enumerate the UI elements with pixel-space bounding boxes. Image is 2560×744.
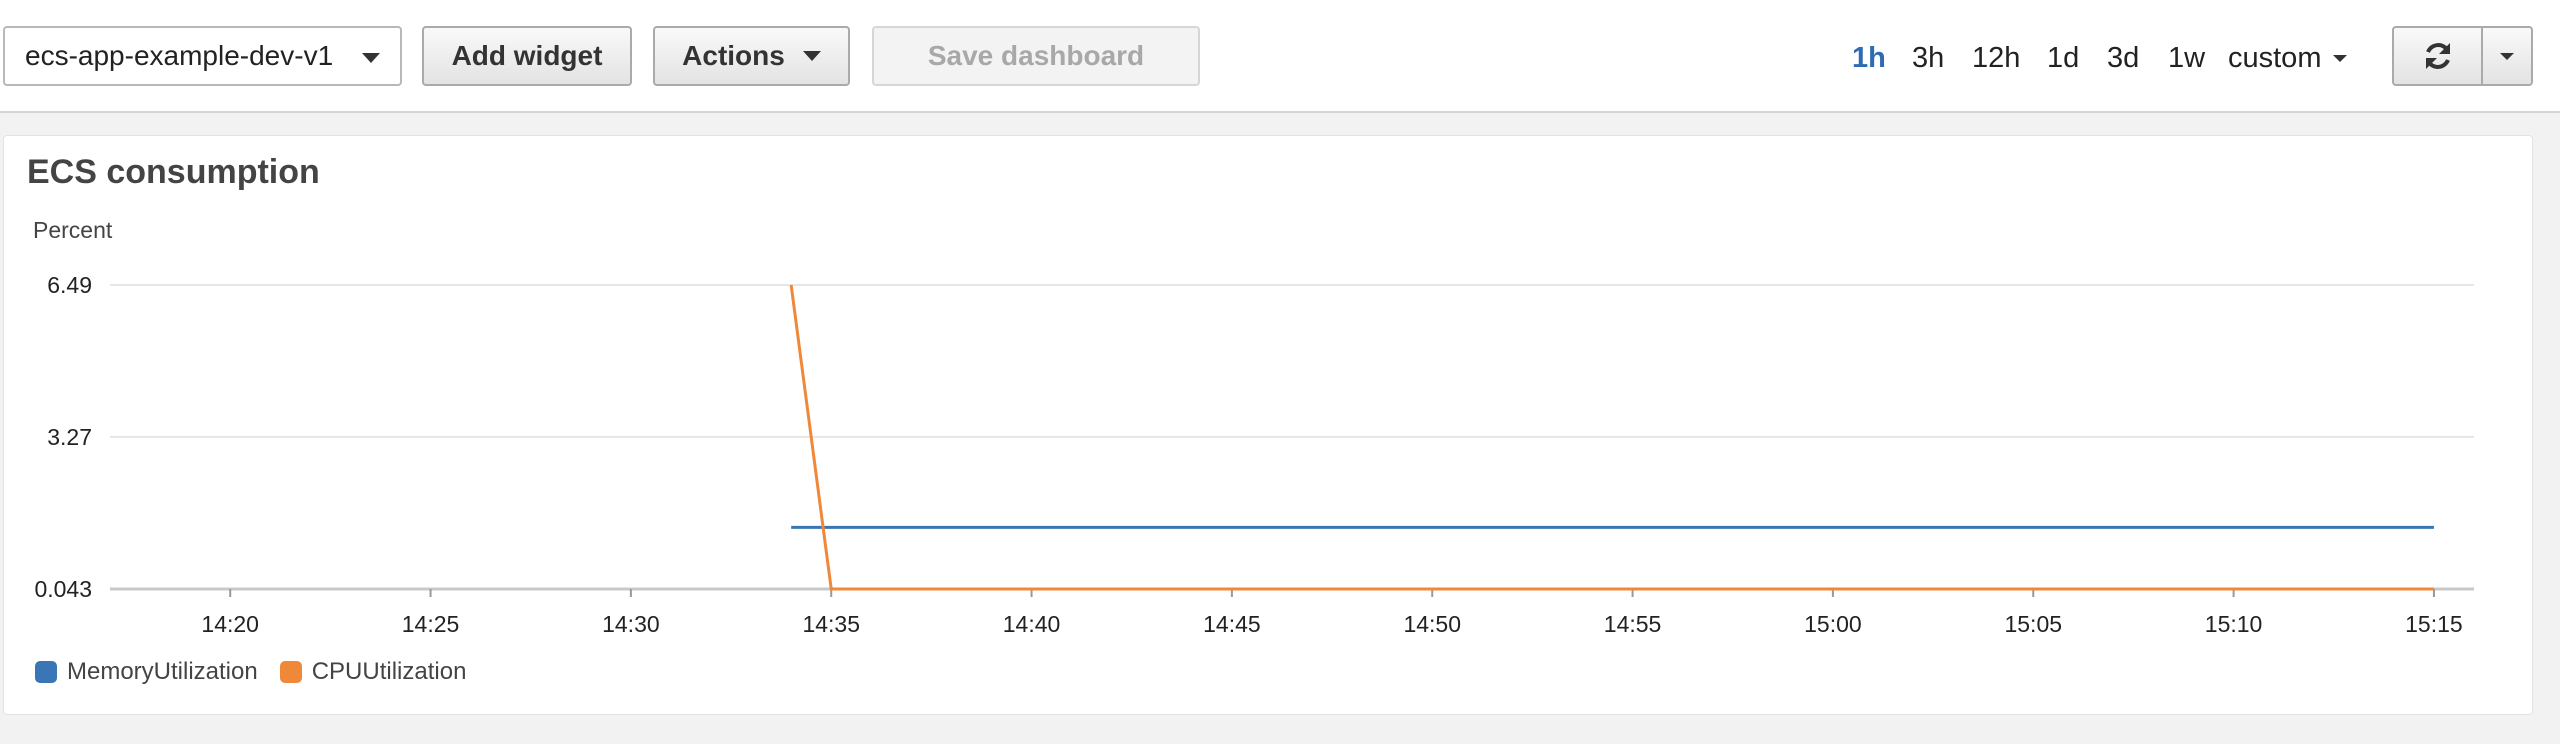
refresh-button[interactable] xyxy=(2394,28,2483,84)
add-widget-label: Add widget xyxy=(451,40,603,71)
time-range-1w[interactable]: 1w xyxy=(2168,42,2206,74)
dashboard-select[interactable]: ecs-app-example-dev-v1 xyxy=(3,26,402,86)
line-chart: Percent 6.49 3.27 0.043 14:20 14:25 14:30 14:35… xyxy=(33,217,2474,637)
x-tick-label: 15:10 xyxy=(2205,611,2263,637)
legend-label: CPUUtilization xyxy=(311,658,467,685)
actions-label: Actions xyxy=(682,40,785,71)
series-line-CPUUtilization xyxy=(789,284,2434,591)
legend-swatch xyxy=(35,661,57,683)
chevron-down-icon xyxy=(802,51,821,61)
legend-label: MemoryUtilization xyxy=(67,658,258,685)
time-range-3d[interactable]: 3d xyxy=(2107,42,2140,74)
time-range-3h[interactable]: 3h xyxy=(1912,42,1945,74)
y-tick-label: 6.49 xyxy=(47,272,92,298)
legend-item[interactable]: CPUUtilization xyxy=(279,658,467,686)
x-tick-label: 15:05 xyxy=(2004,611,2062,637)
save-dashboard-button[interactable]: Save dashboard xyxy=(872,26,1200,86)
y-tick-label: 3.27 xyxy=(47,424,92,450)
x-tick-label: 15:00 xyxy=(1804,611,1862,637)
chevron-down-icon xyxy=(2333,54,2348,62)
y-tick-label: 0.043 xyxy=(34,576,92,602)
add-widget-button[interactable]: Add widget xyxy=(422,26,632,86)
time-range-1h[interactable]: 1h xyxy=(1852,42,1886,74)
custom-label: custom xyxy=(2228,42,2322,74)
legend-item[interactable]: MemoryUtilization xyxy=(35,658,258,686)
chevron-down-icon xyxy=(362,53,380,63)
x-tick-label: 14:25 xyxy=(402,611,460,637)
x-tick-label: 15:15 xyxy=(2405,611,2463,637)
time-range-1d[interactable]: 1d xyxy=(2047,42,2080,74)
legend-swatch xyxy=(279,661,302,683)
refresh-group xyxy=(2392,26,2533,86)
actions-button[interactable]: Actions xyxy=(653,26,850,86)
chart-legend: MemoryUtilization CPUUtilization xyxy=(35,658,488,686)
time-range-custom[interactable]: custom xyxy=(2228,38,2348,78)
x-tick-label: 14:45 xyxy=(1203,611,1261,637)
time-range-12h[interactable]: 12h xyxy=(1972,42,2021,74)
dashboard-select-value: ecs-app-example-dev-v1 xyxy=(25,40,334,71)
refresh-icon xyxy=(2425,43,2450,69)
widget-title: ECS consumption xyxy=(27,153,320,191)
x-tick-label: 14:40 xyxy=(1003,611,1061,637)
chevron-down-icon xyxy=(2500,52,2514,60)
x-tick-label: 14:35 xyxy=(802,611,860,637)
save-dashboard-label: Save dashboard xyxy=(927,40,1145,71)
x-tick-label: 14:55 xyxy=(1604,611,1662,637)
x-tick-label: 14:20 xyxy=(201,611,259,637)
ecs-consumption-widget: ECS consumption Percent 6.49 3.27 0.043 14:2… xyxy=(3,135,2533,715)
x-tick-label: 14:30 xyxy=(602,611,660,637)
dashboard-toolbar: ecs-app-example-dev-v1 Add widget Action… xyxy=(0,0,2560,113)
y-axis-label: Percent xyxy=(33,217,113,243)
x-tick-label: 14:50 xyxy=(1403,611,1461,637)
refresh-options-button[interactable] xyxy=(2483,28,2531,84)
